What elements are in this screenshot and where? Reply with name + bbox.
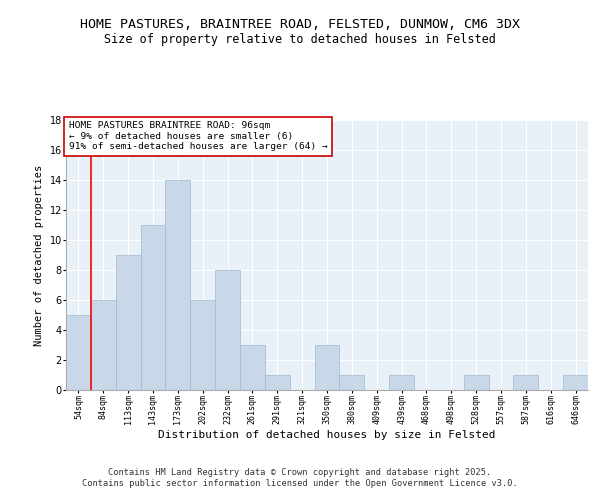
Bar	[116, 255, 140, 390]
Bar	[66, 315, 91, 390]
Bar	[190, 300, 215, 390]
Bar	[464, 375, 488, 390]
Bar	[140, 225, 166, 390]
Text: HOME PASTURES, BRAINTREE ROAD, FELSTED, DUNMOW, CM6 3DX: HOME PASTURES, BRAINTREE ROAD, FELSTED, …	[80, 18, 520, 30]
Bar	[389, 375, 414, 390]
Bar	[166, 180, 190, 390]
Bar	[563, 375, 588, 390]
X-axis label: Distribution of detached houses by size in Felsted: Distribution of detached houses by size …	[158, 430, 496, 440]
Text: HOME PASTURES BRAINTREE ROAD: 96sqm
← 9% of detached houses are smaller (6)
91% : HOME PASTURES BRAINTREE ROAD: 96sqm ← 9%…	[68, 122, 328, 151]
Text: Contains HM Land Registry data © Crown copyright and database right 2025.
Contai: Contains HM Land Registry data © Crown c…	[82, 468, 518, 487]
Bar	[240, 345, 265, 390]
Y-axis label: Number of detached properties: Number of detached properties	[34, 164, 44, 346]
Text: Size of property relative to detached houses in Felsted: Size of property relative to detached ho…	[104, 32, 496, 46]
Bar	[340, 375, 364, 390]
Bar	[265, 375, 290, 390]
Bar	[514, 375, 538, 390]
Bar	[314, 345, 340, 390]
Bar	[91, 300, 116, 390]
Bar	[215, 270, 240, 390]
